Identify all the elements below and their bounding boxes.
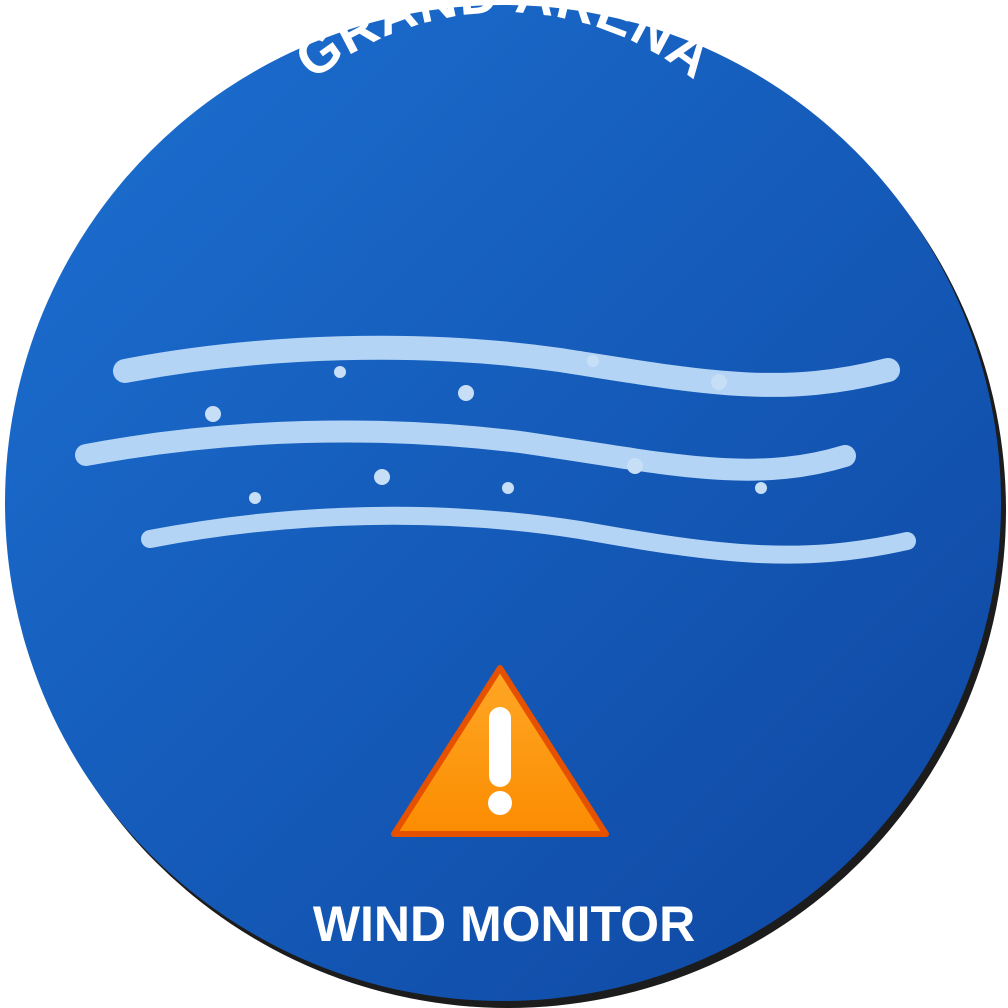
wind-line-bottom	[141, 506, 916, 564]
badge-disc	[5, 5, 1001, 1001]
exclamation-dot	[488, 791, 512, 815]
wind-line-top	[113, 335, 900, 397]
wind-line-middle	[75, 420, 856, 481]
warning-triangle-icon	[391, 665, 609, 837]
wind-particles	[205, 355, 767, 504]
wind-lines-icon	[75, 335, 916, 564]
bottom-title: WIND MONITOR	[312, 896, 696, 952]
